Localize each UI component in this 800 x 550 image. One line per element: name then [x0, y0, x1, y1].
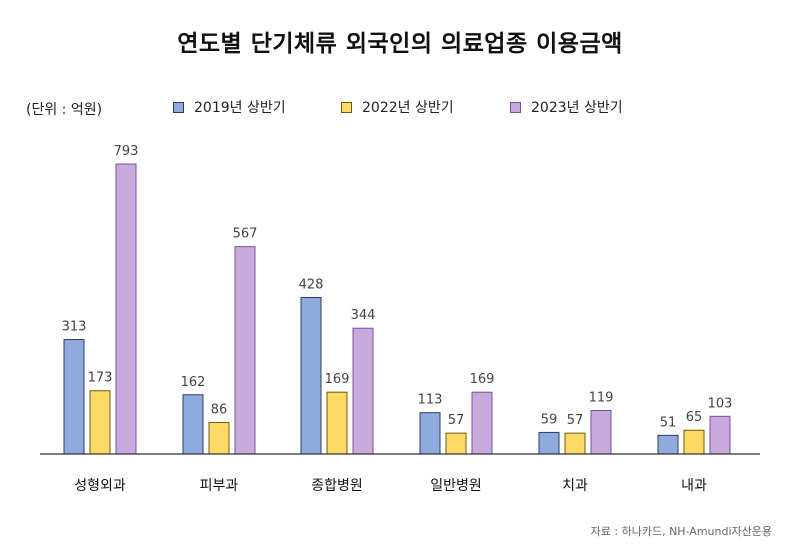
value-label-2023-1: 567	[233, 227, 258, 242]
value-label-2019-2: 428	[299, 277, 324, 292]
legend-item-2022: 2022년 상반기	[341, 97, 454, 117]
bar-2022-3	[445, 432, 467, 455]
category-label-3: 일반병원	[430, 478, 482, 494]
value-label-2019-1: 162	[181, 375, 206, 390]
category-label-0: 성형외과	[74, 478, 126, 494]
legend-swatch-2023	[510, 101, 521, 113]
value-label-2019-4: 59	[541, 412, 558, 427]
legend-item-2023: 2023년 상반기	[510, 97, 623, 117]
category-label-2: 종합병원	[311, 478, 363, 494]
bar-2019-3	[419, 412, 441, 455]
bar-2019-1	[182, 394, 204, 455]
value-label-2023-2: 344	[351, 308, 376, 323]
category-label-1: 피부과	[200, 478, 239, 494]
unit-label: (단위 : 억원)	[26, 102, 103, 118]
legend-swatch-2019	[173, 101, 184, 113]
category-label-4: 치과	[562, 478, 588, 494]
bar-2022-5	[683, 429, 705, 455]
value-label-2023-4: 119	[589, 390, 614, 405]
value-label-2022-4: 57	[567, 413, 584, 428]
bar-2019-0	[63, 339, 85, 455]
source-note: 자료 : 하나카드, NH-Amundi자산운용	[590, 525, 772, 538]
value-label-2023-3: 169	[470, 372, 495, 387]
bar-2022-1	[208, 422, 230, 455]
bar-2023-5	[709, 415, 731, 455]
value-label-2019-5: 51	[660, 415, 677, 430]
legend-swatch-2022	[341, 101, 352, 113]
bar-2022-2	[326, 391, 348, 455]
category-label-5: 내과	[681, 478, 707, 494]
value-label-2022-1: 86	[211, 403, 228, 418]
value-label-2023-5: 103	[708, 396, 733, 411]
bar-2019-2	[300, 296, 322, 455]
value-label-2022-5: 65	[686, 410, 703, 425]
value-label-2022-0: 173	[88, 371, 113, 386]
bar-2023-3	[471, 391, 493, 455]
value-label-2019-3: 113	[418, 393, 443, 408]
legend-label-2019: 2019년 상반기	[194, 100, 286, 116]
bar-2023-2	[352, 327, 374, 455]
value-label-2023-0: 793	[114, 144, 139, 159]
bar-2023-0	[115, 163, 137, 455]
legend-label-2023: 2023년 상반기	[531, 100, 623, 116]
legend-label-2022: 2022년 상반기	[362, 100, 454, 116]
bar-2023-4	[590, 409, 612, 455]
bar-2019-4	[538, 431, 560, 455]
bar-2022-0	[89, 390, 111, 455]
bar-2023-1	[234, 246, 256, 455]
bar-2019-5	[657, 434, 679, 455]
value-label-2019-0: 313	[62, 320, 87, 335]
bar-2022-4	[564, 432, 586, 455]
legend-item-2019: 2019년 상반기	[173, 97, 286, 117]
value-label-2022-3: 57	[448, 413, 465, 428]
chart-title: 연도별 단기체류 외국인의 의료업종 이용금액	[177, 31, 623, 57]
value-label-2022-2: 169	[325, 372, 350, 387]
